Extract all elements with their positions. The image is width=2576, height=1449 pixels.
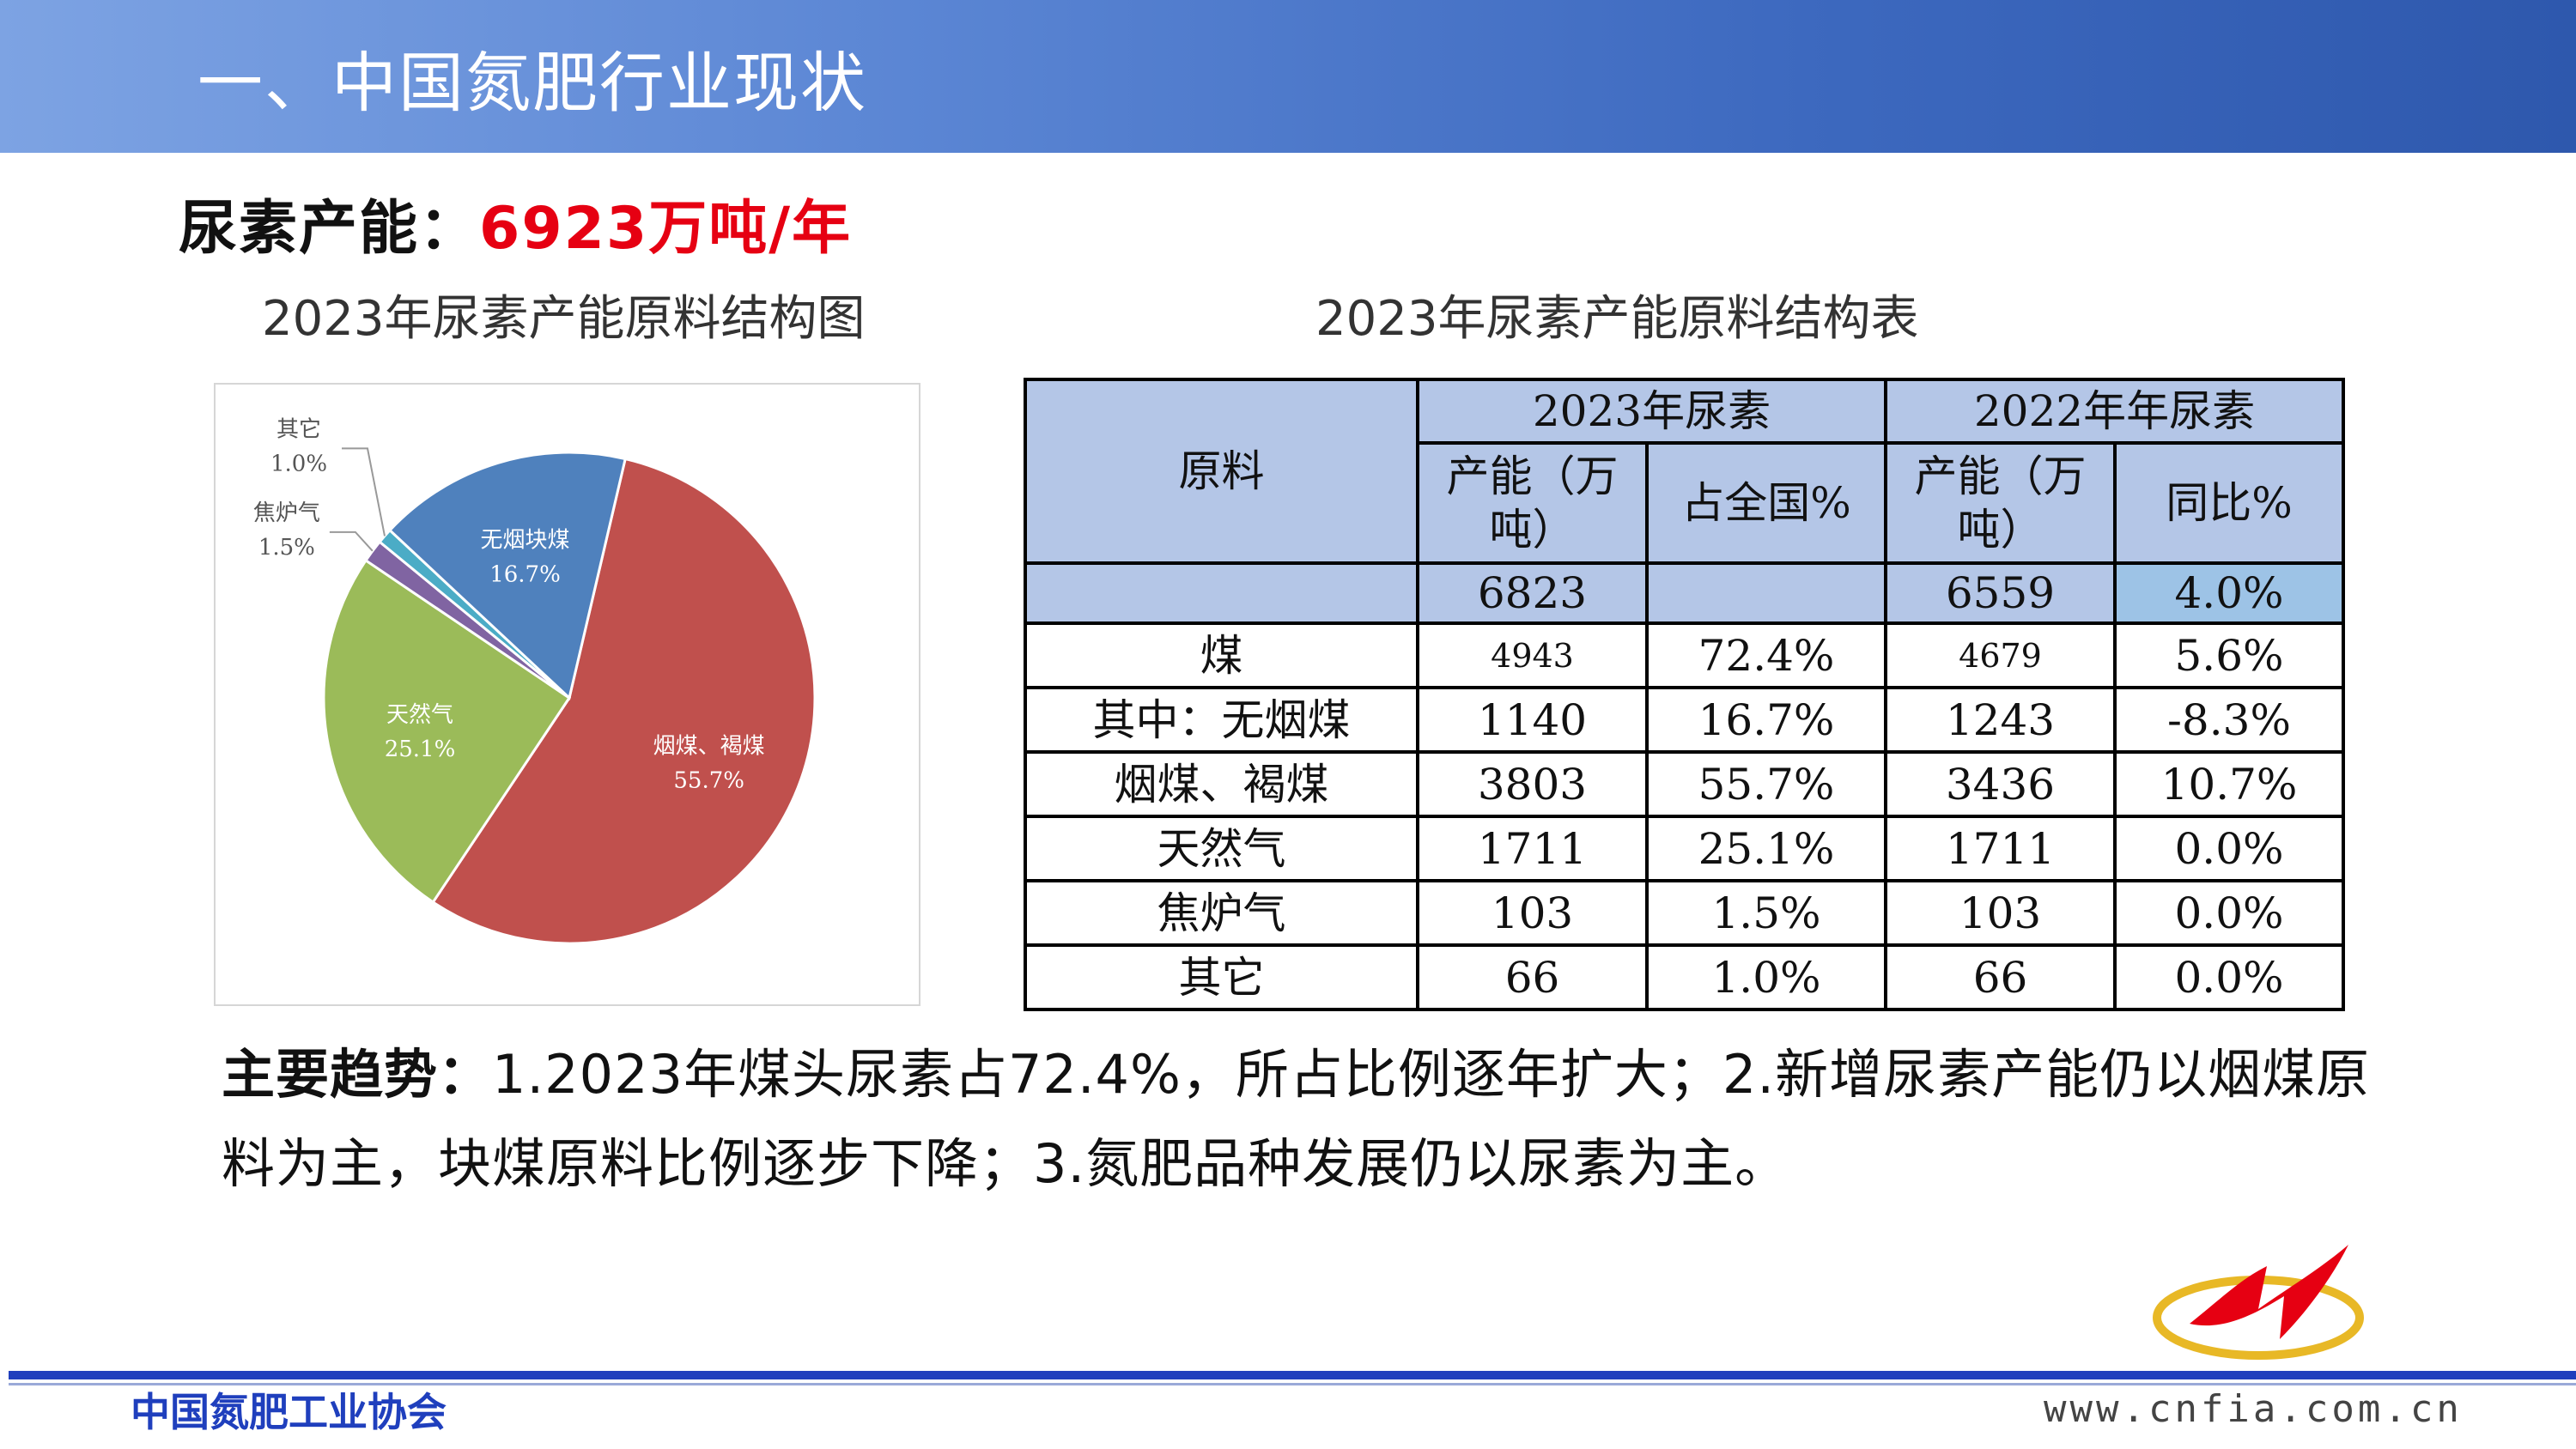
table-row: 烟煤、褐煤 3803 55.7% 3436 10.7% (1024, 750, 2345, 818)
row-material: 煤 (1024, 621, 1419, 689)
footer-url: www.cnfia.com.cn (2044, 1387, 2463, 1431)
footer-divider (9, 1371, 2576, 1379)
pie-slice-value: 1.0% (270, 451, 327, 476)
page-title: 一、中国氮肥行业现状 (197, 45, 867, 121)
row-capacity-2023: 4943 (1416, 621, 1649, 689)
table-row: 煤 4943 72.4% 4679 5.6% (1024, 621, 2345, 689)
table-row: 其中：无烟煤 1140 16.7% 1243 -8.3% (1024, 686, 2345, 754)
row-capacity-2022: 1711 (1884, 815, 2117, 882)
row-capacity-2023: 1711 (1416, 815, 1649, 882)
pie-slice (387, 451, 628, 700)
row-material: 其它 (1024, 943, 1419, 1011)
association-logo (2153, 1245, 2364, 1360)
headline-label: 尿素产能： (179, 195, 480, 263)
headline-value: 6923万吨/年 (479, 195, 853, 263)
row-material: 烟煤、褐煤 (1024, 750, 1419, 818)
group-2023-header: 2023年尿素 (1416, 378, 1887, 445)
row-yoy: 0.0% (2113, 815, 2345, 882)
pie-slice-value: 25.1% (385, 737, 456, 762)
pie-slice (431, 457, 817, 945)
row-share: 25.1% (1645, 815, 1887, 882)
row-capacity-2023: 103 (1416, 879, 1649, 947)
row-material: 天然气 (1024, 815, 1419, 882)
group-2022-header: 2022年年尿素 (1884, 378, 2345, 445)
data-table: 原料 2023年尿素 2022年年尿素 产能（万吨） 占全国% 产能（万吨） 同… (1024, 378, 2345, 1011)
row-yoy: 0.0% (2113, 879, 2345, 947)
pie-chart-svg: 烟煤、褐煤 55.7% 天然气 25.1% 焦炉气 1.5% 其它 1.0% 无烟块煤 16.7% (253, 416, 817, 945)
row-material: 其中：无烟煤 (1024, 686, 1419, 754)
col-material-header: 原料 (1024, 378, 1419, 565)
row-yoy: 5.6% (2113, 621, 2345, 689)
row-share: 1.5% (1645, 879, 1887, 947)
row-capacity-2023: 3803 (1416, 750, 1649, 818)
total-capacity-2023: 6823 (1416, 561, 1649, 625)
pie-slice-value: 1.5% (258, 535, 315, 561)
row-share: 55.7% (1645, 750, 1887, 818)
pie-slice-value: 55.7% (673, 768, 744, 794)
row-share: 16.7% (1645, 686, 1887, 754)
col-capacity-2022-header: 产能（万吨） (1884, 441, 2117, 565)
row-share: 1.0% (1645, 943, 1887, 1011)
table-title: 2023年尿素产能原料结构表 (1315, 291, 1919, 347)
pie-chart: 烟煤、褐煤 55.7% 天然气 25.1% 焦炉气 1.5% 其它 1.0% 无烟块煤 16.7% (214, 383, 920, 1006)
pie-slice-name: 烟煤、褐煤 (653, 734, 765, 760)
col-capacity-2023-header: 产能（万吨） (1416, 441, 1649, 565)
row-capacity-2022: 4679 (1884, 621, 2117, 689)
table-row: 焦炉气 103 1.5% 103 0.0% (1024, 879, 2345, 947)
pie-slice-value: 16.7% (489, 561, 561, 587)
pie-leader-line (329, 530, 374, 552)
trend-label: 主要趋势： (222, 1043, 493, 1106)
footer-organization: 中国氮肥工业协会 (131, 1389, 447, 1435)
total-material-cell (1024, 561, 1419, 625)
header-band (0, 0, 2576, 153)
col-share-header: 占全国% (1645, 441, 1887, 565)
row-capacity-2022: 66 (1884, 943, 2117, 1011)
row-yoy: 0.0% (2113, 943, 2345, 1011)
pie-slice-name: 无烟块煤 (480, 527, 569, 553)
total-share (1645, 561, 1887, 625)
pie-slice (322, 558, 572, 905)
row-capacity-2023: 66 (1416, 943, 1649, 1011)
col-yoy-header: 同比% (2113, 441, 2345, 565)
pie-slice-name: 焦炉气 (253, 500, 320, 526)
total-yoy: 4.0% (2113, 561, 2345, 625)
row-capacity-2023: 1140 (1416, 686, 1649, 754)
trend-text: 1.2023年煤头尿素占72.4%，所占比例逐年扩大；2.新增尿素产能仍以烟煤原… (222, 1043, 2371, 1195)
footer-divider-thin (9, 1383, 2576, 1385)
row-capacity-2022: 1243 (1884, 686, 2117, 754)
headline: 尿素产能：6923万吨/年 (179, 191, 852, 268)
pie-slice-name: 其它 (276, 416, 321, 442)
pie-leader-line (342, 447, 386, 537)
row-share: 72.4% (1645, 621, 1887, 689)
pie-slice-name: 天然气 (386, 702, 453, 728)
row-yoy: 10.7% (2113, 750, 2345, 818)
chart-title: 2023年尿素产能原料结构图 (262, 291, 866, 347)
table-row: 其它 66 1.0% 66 0.0% (1024, 943, 2345, 1011)
row-capacity-2022: 103 (1884, 879, 2117, 947)
row-material: 焦炉气 (1024, 879, 1419, 947)
trend-paragraph: 主要趋势：1.2023年煤头尿素占72.4%，所占比例逐年扩大；2.新增尿素产能… (222, 1030, 2385, 1209)
total-capacity-2022: 6559 (1884, 561, 2117, 625)
row-capacity-2022: 3436 (1884, 750, 2117, 818)
table-row: 天然气 1711 25.1% 1711 0.0% (1024, 815, 2345, 882)
row-yoy: -8.3% (2113, 686, 2345, 754)
